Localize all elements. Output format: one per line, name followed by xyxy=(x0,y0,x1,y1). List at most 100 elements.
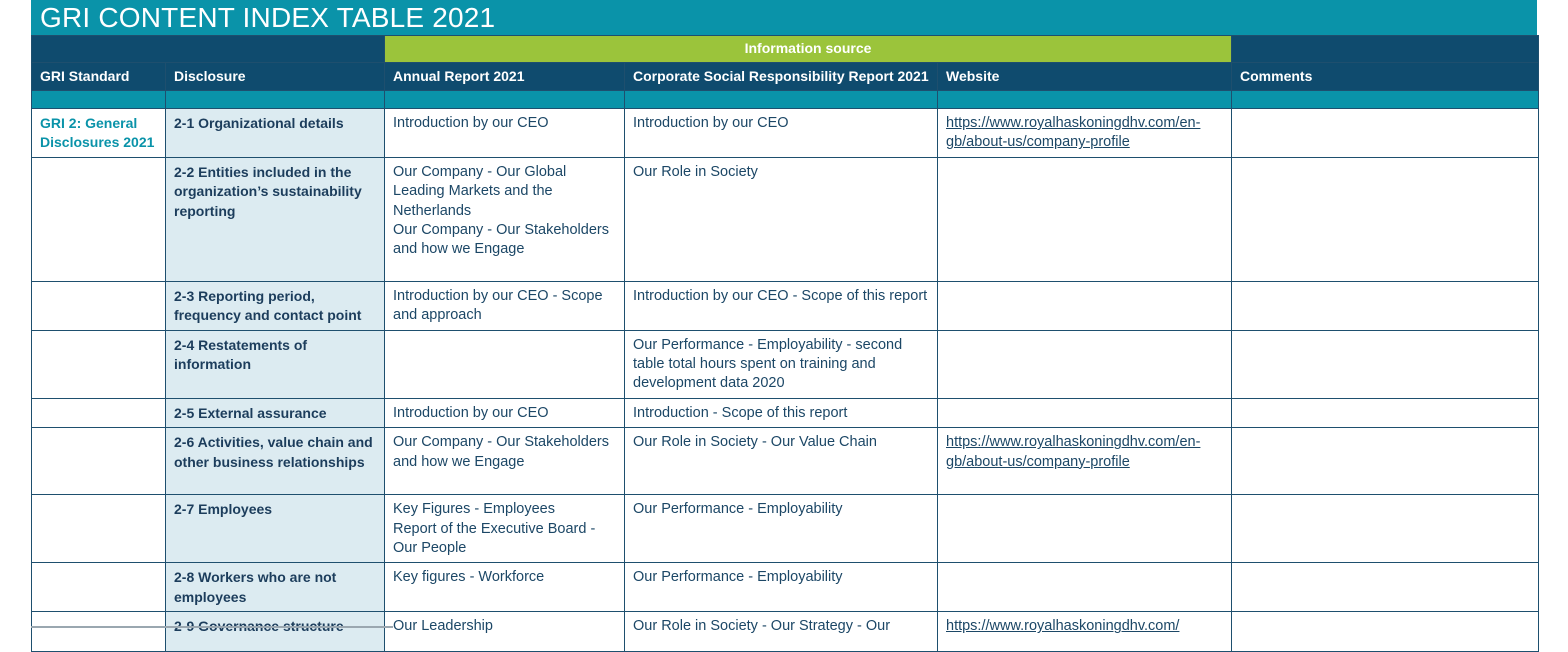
comments-cell xyxy=(1231,427,1540,496)
information-source-header: Information source xyxy=(383,35,1233,63)
gri-standard-cell: GRI 2: General Disclosures 2021 xyxy=(31,108,166,158)
csr-report-cell: Introduction - Scope of this report xyxy=(624,397,938,429)
gri-standard-cell xyxy=(31,427,166,496)
comments-cell xyxy=(1231,280,1540,331)
table-row: 2-6 Activities, value chain and other bu… xyxy=(31,427,1540,496)
disclosure-cell: 2-9 Governance structure xyxy=(165,611,385,652)
annual-report-text: Introduction by our CEO - Scope and appr… xyxy=(393,287,603,324)
annual-report-text: Our Company - Our Global Leading Markets… xyxy=(393,163,609,258)
comments-cell xyxy=(1231,397,1540,429)
spacer-cell xyxy=(1231,90,1540,109)
table-row: GRI 2: General Disclosures 2021 2-1 Organ… xyxy=(31,108,1540,158)
csr-report-cell: Introduction by our CEO - Scope of this … xyxy=(624,280,938,331)
comments-cell xyxy=(1231,611,1540,652)
csr-report-cell: Our Performance - Employability xyxy=(624,562,938,613)
col-header-annual-report: Annual Report 2021 xyxy=(384,62,625,91)
col-header-website: Website xyxy=(936,62,1233,91)
disclosure-cell: 2-7 Employees xyxy=(165,494,385,564)
csr-report-cell: Introduction by our CEO xyxy=(624,108,938,158)
spacer-cell xyxy=(936,90,1233,109)
col-header-comments: Comments xyxy=(1231,62,1540,91)
annual-report-cell: Key Figures - Employees Report of the Ex… xyxy=(384,494,625,564)
csr-report-text: Our Performance - Employability xyxy=(633,501,843,518)
annual-report-text: Introduction by our CEO xyxy=(393,115,549,131)
annual-report-cell: Our Leadership xyxy=(384,611,625,652)
website-cell xyxy=(936,494,1233,564)
csr-report-text: Our Role in Society xyxy=(633,163,758,180)
csr-report-text: Introduction by our CEO xyxy=(633,115,789,131)
csr-report-cell: Our Performance - Employability xyxy=(624,494,938,564)
csr-report-text: Introduction by our CEO - Scope of this … xyxy=(633,287,928,304)
annual-report-cell: Our Company - Our Stakeholders and how w… xyxy=(384,427,625,496)
gri-standard-cell xyxy=(31,397,166,429)
table-row: 2-9 Governance structure Our Leadership Ou… xyxy=(31,611,1540,652)
page-cut-line xyxy=(31,626,393,628)
col-header-gri-standard: GRI Standard xyxy=(31,62,166,91)
annual-report-cell: Introduction by our CEO - Scope and appr… xyxy=(384,280,625,331)
annual-report-text: Our Leadership xyxy=(393,618,493,635)
disclosure-cell: 2-2 Entities included in the organizatio… xyxy=(165,156,385,282)
col-header-csr-report: Corporate Social Responsibility Report 2… xyxy=(624,62,938,91)
header-row: GRI Standard Disclosure Annual Report 20… xyxy=(31,62,1540,91)
disclosure-text: 2-3 Reporting period, frequency and cont… xyxy=(174,287,362,324)
header-row-top: Information source xyxy=(31,35,1540,63)
comments-cell xyxy=(1231,108,1540,158)
gri-standard-text: GRI 2: General Disclosures 2021 xyxy=(40,115,155,151)
gri-standard-cell xyxy=(31,562,166,613)
csr-report-text: Our Performance - Employability xyxy=(633,569,843,586)
annual-report-cell: Key figures - Workforce xyxy=(384,562,625,613)
header-blank-right xyxy=(1231,35,1540,63)
website-cell: https://www.royalhaskoningdhv.com/en-gb/… xyxy=(936,427,1233,496)
title-bar: GRI CONTENT INDEX TABLE 2021 xyxy=(31,0,1537,35)
disclosure-text: 2-5 External assurance xyxy=(174,404,327,421)
table-row: 2-4 Restatements of information Our Perfo… xyxy=(31,329,1540,399)
spacer-cell xyxy=(165,90,385,109)
csr-report-text: Our Role in Society - Our Value Chain xyxy=(633,434,877,451)
csr-report-text: Introduction - Scope of this report xyxy=(633,404,848,421)
website-link[interactable]: https://www.royalhaskoningdhv.com/ xyxy=(946,618,1180,635)
website-cell xyxy=(936,156,1233,282)
disclosure-cell: 2-1 Organizational details xyxy=(165,108,385,158)
disclosure-text: 2-1 Organizational details xyxy=(174,115,344,131)
disclosure-cell: 2-8 Workers who are not employees xyxy=(165,562,385,613)
disclosure-text: 2-8 Workers who are not employees xyxy=(174,569,337,605)
annual-report-text: Our Company - Our Stakeholders and how w… xyxy=(393,434,609,470)
website-cell: https://www.royalhaskoningdhv.com/en-gb/… xyxy=(936,108,1233,158)
csr-report-cell: Our Performance - Employability - second… xyxy=(624,329,938,399)
website-cell xyxy=(936,329,1233,399)
spacer-cell xyxy=(31,90,166,109)
table-body: GRI 2: General Disclosures 2021 2-1 Organ… xyxy=(31,108,1540,652)
table-row: 2-3 Reporting period, frequency and cont… xyxy=(31,280,1540,331)
gri-standard-cell xyxy=(31,494,166,564)
website-cell: https://www.royalhaskoningdhv.com/ xyxy=(936,611,1233,652)
website-cell xyxy=(936,280,1233,331)
gri-standard-cell xyxy=(31,611,166,652)
disclosure-text: 2-2 Entities included in the organizatio… xyxy=(174,163,362,219)
annual-report-text: Key Figures - Employees Report of the Ex… xyxy=(393,501,596,557)
disclosure-cell: 2-6 Activities, value chain and other bu… xyxy=(165,427,385,496)
table-row: 2-2 Entities included in the organizatio… xyxy=(31,156,1540,282)
table-row: 2-5 External assurance Introduction by ou… xyxy=(31,397,1540,429)
disclosure-cell: 2-5 External assurance xyxy=(165,397,385,429)
annual-report-cell: Our Company - Our Global Leading Markets… xyxy=(384,156,625,282)
csr-report-text: Our Role in Society - Our Strategy - Our xyxy=(633,618,891,635)
gri-standard-cell xyxy=(31,156,166,282)
spacer-cell xyxy=(384,90,625,109)
annual-report-cell xyxy=(384,329,625,399)
page-title: GRI CONTENT INDEX TABLE 2021 xyxy=(40,2,496,33)
spacer-row xyxy=(31,90,1540,109)
csr-report-cell: Our Role in Society - Our Strategy - Our xyxy=(624,611,938,652)
csr-report-cell: Our Role in Society xyxy=(624,156,938,282)
website-link[interactable]: https://www.royalhaskoningdhv.com/en-gb/… xyxy=(946,115,1201,151)
annual-report-text: Key figures - Workforce xyxy=(393,569,545,586)
csr-report-text: Our Performance - Employability - second… xyxy=(633,336,903,392)
comments-cell xyxy=(1231,329,1540,399)
annual-report-cell: Introduction by our CEO xyxy=(384,397,625,429)
col-header-disclosure: Disclosure xyxy=(165,62,385,91)
disclosure-text: 2-7 Employees xyxy=(174,501,273,518)
spacer-cell xyxy=(624,90,938,109)
comments-cell xyxy=(1231,562,1540,613)
website-link[interactable]: https://www.royalhaskoningdhv.com/en-gb/… xyxy=(946,434,1201,470)
website-cell xyxy=(936,562,1233,613)
website-cell xyxy=(936,397,1233,429)
